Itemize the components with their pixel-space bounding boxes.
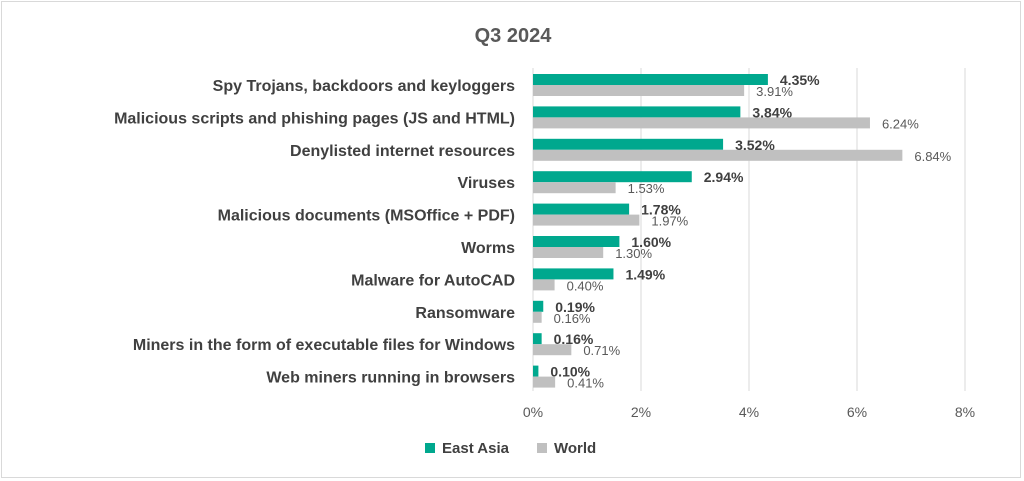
bar-world bbox=[533, 117, 870, 129]
data-label-world: 0.71% bbox=[583, 343, 620, 358]
legend-swatch bbox=[425, 443, 435, 453]
bar-east-asia bbox=[533, 203, 630, 215]
data-label-east-asia: 2.94% bbox=[704, 169, 744, 185]
chart-title: Q3 2024 bbox=[475, 25, 553, 47]
bar-east-asia bbox=[533, 236, 620, 247]
category-label: Malicious scripts and phishing pages (JS… bbox=[114, 110, 515, 127]
x-tick-label: 8% bbox=[955, 404, 975, 420]
x-tick-label: 6% bbox=[847, 404, 867, 420]
x-tick-label: 0% bbox=[523, 404, 543, 420]
bar-east-asia bbox=[533, 300, 544, 312]
bar-east-asia bbox=[533, 365, 539, 377]
data-label-world: 0.16% bbox=[554, 311, 591, 326]
data-label-world: 6.84% bbox=[914, 149, 951, 164]
data-label-world: 0.41% bbox=[567, 376, 604, 391]
data-label-east-asia: 1.78% bbox=[641, 202, 681, 218]
bar-world bbox=[533, 311, 542, 323]
category-label: Malicious documents (MSOffice + PDF) bbox=[218, 208, 515, 225]
bar-world bbox=[533, 344, 572, 356]
data-label-world: 0.40% bbox=[567, 278, 604, 293]
data-label-east-asia: 3.84% bbox=[752, 104, 792, 120]
bar-east-asia bbox=[533, 74, 768, 85]
data-label-world: 1.97% bbox=[651, 214, 688, 229]
data-label-east-asia: 1.49% bbox=[625, 266, 665, 282]
bar-east-asia bbox=[533, 138, 724, 150]
category-label: Worms bbox=[461, 240, 515, 257]
data-label-east-asia: 0.19% bbox=[555, 299, 595, 315]
x-tick-label: 2% bbox=[631, 404, 651, 420]
legend-label: East Asia bbox=[442, 440, 510, 457]
data-label-world: 1.53% bbox=[628, 181, 665, 196]
category-labels: Spy Trojans, backdoors and keyloggers Mal… bbox=[114, 78, 515, 387]
bar-world bbox=[533, 376, 556, 388]
bar-east-asia bbox=[533, 333, 542, 345]
data-label-east-asia: 4.35% bbox=[780, 72, 820, 88]
data-label-world: 3.91% bbox=[756, 84, 793, 99]
category-label: Web miners running in browsers bbox=[266, 370, 515, 387]
category-label: Malware for AutoCAD bbox=[351, 272, 515, 289]
legend: East Asia World bbox=[425, 440, 596, 457]
bar-east-asia bbox=[533, 171, 692, 183]
bar-world bbox=[533, 182, 616, 194]
data-label-world: 1.30% bbox=[615, 246, 652, 261]
bar-world bbox=[533, 149, 903, 161]
data-label-east-asia: 1.60% bbox=[631, 234, 671, 250]
bar-east-asia bbox=[533, 106, 741, 118]
data-label-east-asia: 0.16% bbox=[554, 331, 594, 347]
x-axis-ticks: 0% 2% 4% 6% 8% bbox=[523, 404, 975, 420]
category-label: Ransomware bbox=[415, 305, 515, 322]
bar-world bbox=[533, 247, 604, 258]
legend-swatch bbox=[537, 443, 547, 453]
data-label-east-asia: 3.52% bbox=[735, 137, 775, 153]
bar-world bbox=[533, 279, 555, 291]
category-label: Miners in the form of executable files f… bbox=[133, 337, 515, 354]
category-label: Denylisted internet resources bbox=[290, 143, 515, 160]
bar-world bbox=[533, 214, 640, 226]
bar-east-asia bbox=[533, 268, 614, 280]
data-label-east-asia: 0.10% bbox=[550, 364, 590, 380]
x-tick-label: 4% bbox=[739, 404, 759, 420]
legend-label: World bbox=[554, 440, 596, 457]
bar-world bbox=[533, 85, 745, 96]
data-label-world: 6.24% bbox=[882, 116, 919, 131]
category-label: Spy Trojans, backdoors and keyloggers bbox=[213, 78, 515, 95]
bars: 4.35%3.91% 3.84% 6.24% 3.52% 6.84% 2.94% 1.53%… bbox=[533, 72, 952, 391]
category-label: Viruses bbox=[457, 175, 515, 192]
